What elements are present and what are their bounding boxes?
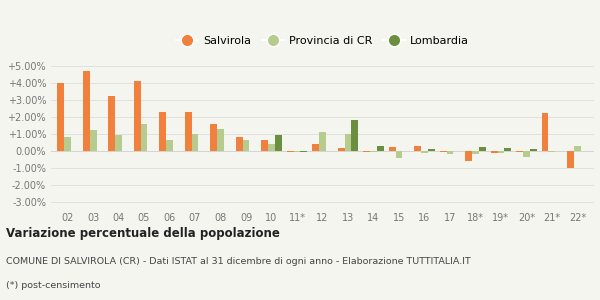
Bar	[428, 149, 435, 151]
Bar	[491, 151, 497, 153]
Bar	[166, 140, 173, 151]
Bar	[395, 151, 403, 158]
Text: Variazione percentuale della popolazione: Variazione percentuale della popolazione	[6, 227, 280, 240]
Bar	[472, 151, 479, 154]
Bar	[516, 151, 523, 152]
Bar	[217, 130, 224, 151]
Bar	[185, 112, 191, 151]
Bar	[261, 140, 268, 151]
Bar	[542, 113, 548, 151]
Bar	[523, 151, 530, 157]
Bar	[115, 135, 122, 151]
Legend: Salvirola, Provincia di CR, Lombardia: Salvirola, Provincia di CR, Lombardia	[172, 32, 473, 50]
Bar	[421, 151, 428, 153]
Bar	[191, 134, 199, 151]
Text: (*) post-censimento: (*) post-censimento	[6, 281, 101, 290]
Bar	[319, 132, 326, 151]
Bar	[548, 151, 556, 152]
Bar	[57, 83, 64, 151]
Bar	[242, 140, 250, 151]
Bar	[83, 71, 89, 151]
Bar	[301, 151, 307, 152]
Bar	[479, 147, 486, 151]
Bar	[338, 148, 344, 151]
Bar	[505, 148, 511, 151]
Bar	[344, 134, 352, 151]
Bar	[352, 120, 358, 151]
Bar	[370, 151, 377, 152]
Bar	[275, 134, 282, 151]
Bar	[497, 151, 505, 153]
Bar	[465, 151, 472, 161]
Bar	[312, 144, 319, 151]
Bar	[134, 81, 140, 151]
Bar	[268, 144, 275, 151]
Bar	[89, 130, 97, 151]
Bar	[574, 146, 581, 151]
Bar	[210, 124, 217, 151]
Bar	[287, 151, 293, 152]
Bar	[567, 151, 574, 169]
Text: COMUNE DI SALVIROLA (CR) - Dati ISTAT al 31 dicembre di ogni anno - Elaborazione: COMUNE DI SALVIROLA (CR) - Dati ISTAT al…	[6, 257, 471, 266]
Bar	[440, 151, 446, 152]
Bar	[446, 151, 454, 154]
Bar	[159, 112, 166, 151]
Bar	[389, 147, 395, 151]
Bar	[530, 149, 537, 151]
Bar	[414, 146, 421, 151]
Bar	[64, 137, 71, 151]
Bar	[363, 151, 370, 152]
Bar	[293, 151, 301, 152]
Bar	[108, 95, 115, 151]
Bar	[377, 146, 384, 151]
Bar	[236, 137, 242, 151]
Bar	[140, 124, 148, 151]
